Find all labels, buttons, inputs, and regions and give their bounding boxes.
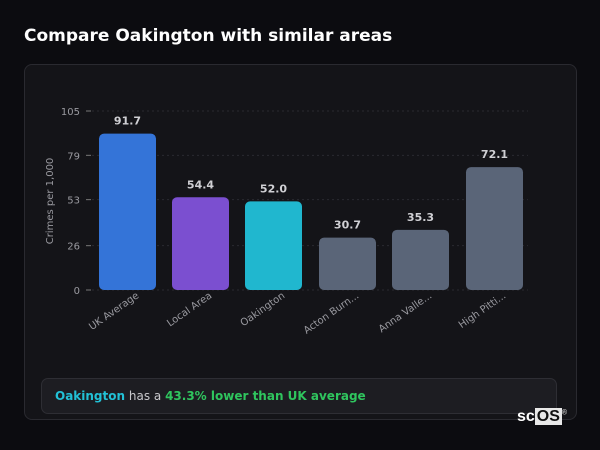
x-tick-label: Local Area (165, 290, 214, 329)
bar-value-label: 52.0 (260, 182, 287, 195)
y-axis-label: Crimes per 1,000 (45, 158, 56, 245)
x-tick-label: Acton Burn... (302, 290, 361, 336)
x-tick-label: UK Average (87, 290, 141, 332)
y-tick-label: 105 (61, 107, 80, 118)
y-tick-label: 53 (67, 196, 80, 207)
y-tick-label: 79 (67, 151, 80, 162)
summary-area: Oakington (55, 389, 126, 403)
bar (466, 167, 523, 290)
bar (245, 201, 302, 290)
summary-comparison: 43.3% lower than UK average (165, 389, 366, 403)
x-tick-label: High Pitti... (457, 290, 508, 331)
page-title: Compare Oakington with similar areas (24, 26, 393, 46)
x-tick-label: Oakington (239, 290, 288, 329)
bar (319, 237, 376, 290)
x-tick-label: Anna Valle... (377, 290, 434, 335)
bar-value-label: 72.1 (481, 148, 508, 161)
bar (99, 133, 156, 290)
summary-text: has a (125, 389, 166, 403)
bar-value-label: 35.3 (407, 211, 434, 224)
comparison-summary: Oakington has a 43.3% lower than UK aver… (41, 378, 557, 414)
y-tick-label: 26 (67, 242, 80, 253)
bar-value-label: 30.7 (334, 219, 361, 232)
bar-value-label: 54.4 (187, 178, 214, 191)
y-tick-label: 0 (74, 286, 80, 297)
scos-logo: sc OS ® (517, 408, 568, 425)
bar (172, 197, 229, 290)
bar-value-label: 91.7 (114, 115, 141, 128)
bar (392, 229, 449, 290)
